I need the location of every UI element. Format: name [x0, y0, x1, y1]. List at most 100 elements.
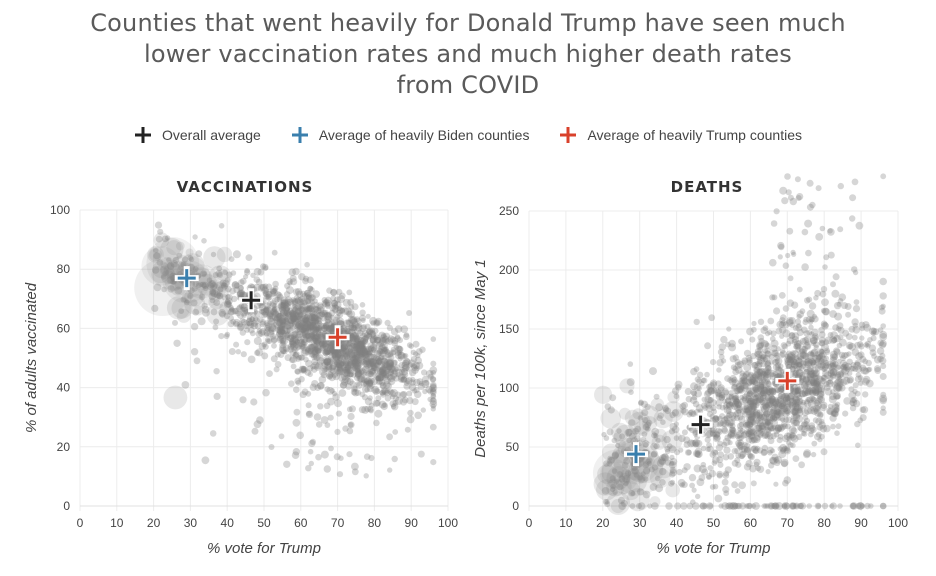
- county-point: [766, 419, 774, 426]
- panel-title: VACCINATIONS: [177, 178, 314, 196]
- county-point: [270, 337, 278, 344]
- county-point: [325, 343, 332, 350]
- county-point: [295, 322, 301, 329]
- county-point: [334, 314, 341, 320]
- county-point: [178, 308, 185, 314]
- county-point: [833, 347, 840, 355]
- county-point: [212, 272, 219, 278]
- county-point: [680, 407, 687, 414]
- county-point: [755, 465, 761, 472]
- county-point: [312, 345, 319, 352]
- county-point: [277, 321, 286, 330]
- county-point: [278, 302, 286, 309]
- county-point: [861, 377, 870, 386]
- county-point: [266, 313, 274, 320]
- county-point: [285, 286, 294, 295]
- county-point: [238, 279, 245, 286]
- county-point: [788, 502, 797, 510]
- county-point: [821, 298, 829, 307]
- county-point: [262, 307, 270, 315]
- county-point: [708, 469, 717, 478]
- county-point: [210, 289, 219, 298]
- county-point: [323, 358, 330, 366]
- county-point: [381, 365, 389, 372]
- county-point: [723, 470, 730, 477]
- county-point: [370, 320, 376, 326]
- county-point: [325, 311, 332, 319]
- county-point: [190, 348, 199, 356]
- county-point: [819, 348, 825, 355]
- county-point: [334, 353, 341, 360]
- county-point: [738, 435, 744, 441]
- county-point: [330, 295, 337, 302]
- county-point: [738, 451, 746, 459]
- county-point: [352, 358, 359, 365]
- county-point: [379, 334, 388, 342]
- x-tick-label: 10: [110, 516, 124, 530]
- county-point: [379, 382, 387, 389]
- county-point: [304, 293, 310, 300]
- county-point: [828, 395, 837, 404]
- county-point: [786, 350, 792, 357]
- county-point: [304, 289, 311, 296]
- county-point: [767, 317, 775, 325]
- title-line: lower vaccination rates and much higher …: [143, 40, 793, 68]
- county-point: [356, 343, 365, 351]
- county-point: [344, 360, 351, 367]
- county-point: [302, 316, 309, 323]
- county-point: [400, 367, 406, 373]
- county-point: [774, 425, 783, 433]
- county-point: [400, 325, 409, 334]
- county-point: [173, 339, 181, 347]
- county-point: [278, 306, 286, 314]
- county-point: [193, 305, 204, 316]
- county-point: [325, 324, 333, 332]
- county-point: [297, 323, 305, 331]
- county-point: [269, 317, 277, 325]
- county-point: [369, 362, 377, 369]
- county-point: [791, 251, 797, 257]
- county-point: [307, 327, 316, 335]
- county-point: [750, 480, 757, 487]
- county-point: [792, 408, 799, 415]
- county-point: [785, 189, 792, 196]
- county-point: [806, 179, 814, 187]
- county-point: [717, 451, 724, 458]
- county-point: [219, 279, 227, 287]
- county-point: [223, 301, 232, 309]
- county-point: [360, 324, 367, 331]
- county-point: [862, 391, 869, 398]
- county-point: [264, 337, 271, 343]
- county-point: [324, 422, 331, 428]
- county-point: [272, 306, 280, 314]
- county-point: [383, 366, 391, 374]
- county-point: [286, 327, 292, 333]
- county-point: [253, 337, 262, 345]
- county-point: [302, 319, 310, 327]
- county-point: [727, 440, 733, 446]
- county-point: [297, 315, 303, 322]
- county-point: [153, 232, 170, 248]
- county-point: [300, 319, 308, 327]
- county-point: [775, 346, 781, 352]
- county-point: [401, 371, 409, 379]
- county-point: [852, 269, 859, 276]
- county-point: [365, 333, 373, 340]
- county-point: [232, 250, 241, 259]
- county-point: [765, 331, 771, 337]
- county-point: [287, 318, 294, 325]
- county-point: [363, 380, 370, 387]
- county-point: [268, 329, 275, 335]
- county-point: [429, 388, 437, 396]
- county-point: [814, 502, 822, 510]
- county-point: [331, 304, 340, 313]
- county-point: [308, 343, 316, 352]
- county-point: [264, 331, 270, 338]
- county-point: [331, 348, 340, 357]
- county-point: [298, 306, 306, 314]
- county-point: [295, 356, 301, 362]
- county-point: [353, 335, 360, 343]
- county-point: [160, 274, 166, 280]
- county-point: [382, 335, 390, 344]
- county-point: [277, 314, 286, 323]
